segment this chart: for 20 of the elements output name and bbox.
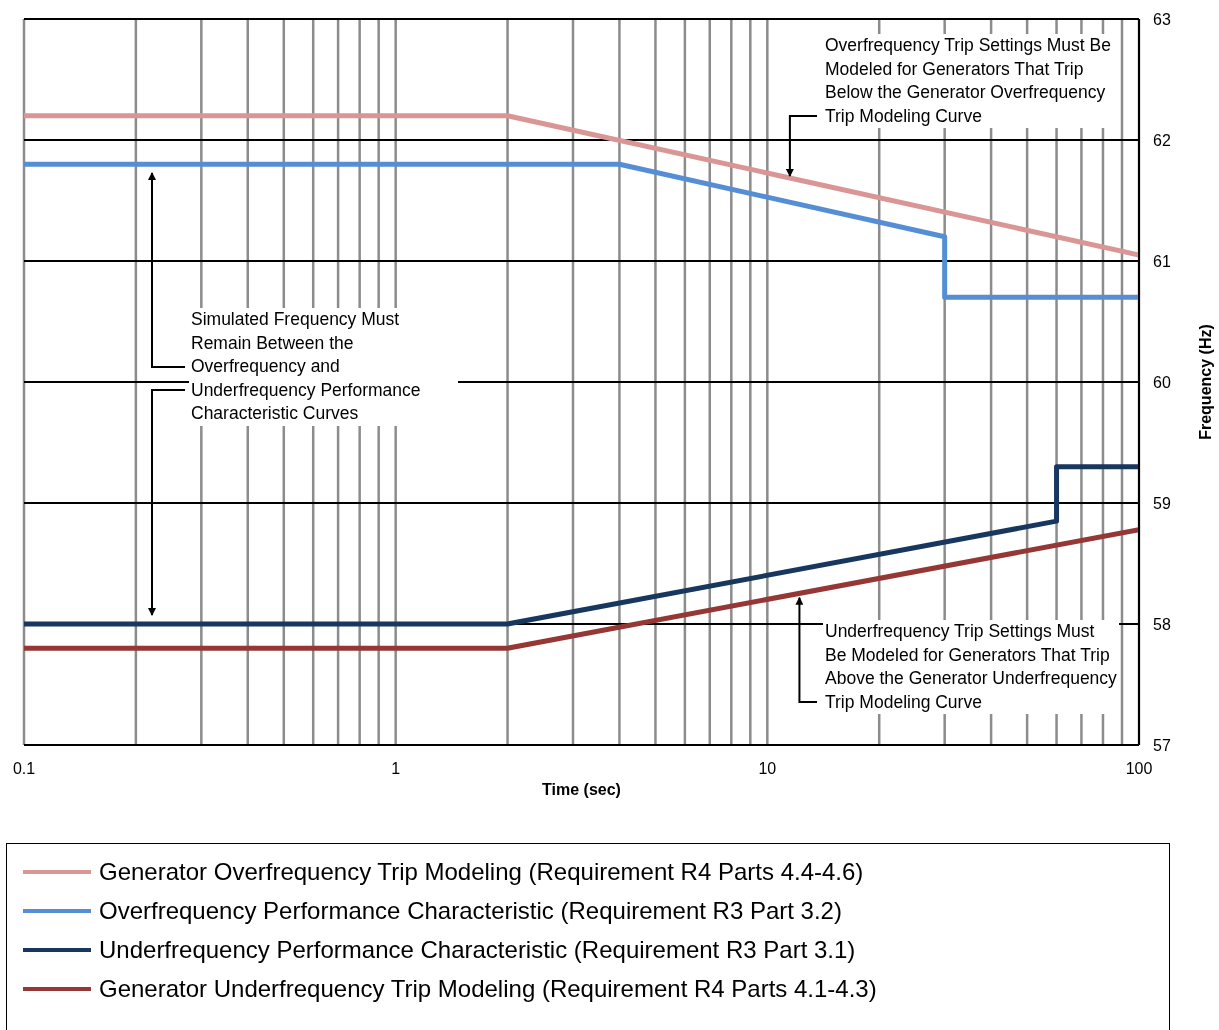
x-tick-label: 100 (1125, 760, 1153, 778)
x-tick-label: 1 (391, 760, 401, 778)
annotation: Underfrequency Trip Settings Must Be Modeled for Generators That Trip Above the Generator Underfrequency Trip Modeling Curve (823, 620, 1119, 714)
x-tick-label: 0.1 (12, 760, 36, 778)
y-tick-label: 60 (1153, 373, 1171, 391)
y-tick-label: 63 (1153, 10, 1171, 28)
legend-label: Overfrequency Performance Characteristic (Requirement R3 Part 3.2) (99, 896, 842, 925)
y-tick-label: 62 (1153, 131, 1171, 149)
y-tick-label: 57 (1153, 736, 1171, 754)
y-tick-label: 58 (1153, 615, 1171, 633)
x-axis-title: Time (sec) (542, 781, 621, 798)
y-axis-title: Frequency (Hz) (1196, 324, 1214, 440)
legend-label: Underfrequency Performance Characteristic (Requirement R3 Part 3.1) (99, 935, 856, 964)
legend-label: Generator Overfrequency Trip Modeling (Requirement R4 Parts 4.4-4.6) (99, 857, 864, 886)
legend-label: Generator Underfrequency Trip Modeling (Requirement R4 Parts 4.1-4.3) (99, 974, 877, 1003)
y-tick-label: 59 (1153, 494, 1171, 512)
y-tick-label: 61 (1153, 252, 1171, 270)
annotation: Overfrequency Trip Settings Must Be Modeled for Generators That Trip Below the Generator Overfrequency Trip Modeling Curve (823, 34, 1119, 128)
annotation: Simulated Frequency Must Remain Between the Overfrequency and Underfrequency Performance Characteristic Curves (189, 308, 458, 426)
x-tick-label: 10 (758, 760, 777, 778)
